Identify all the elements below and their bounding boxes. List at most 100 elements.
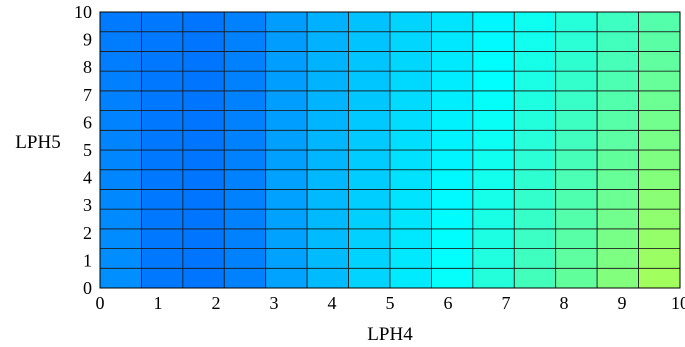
heatmap-cell: [638, 149, 681, 171]
heatmap-cell: [638, 267, 681, 289]
y-tick-label: 7: [83, 85, 92, 105]
heatmap-cell: [513, 51, 557, 72]
heatmap-cell: [431, 149, 474, 171]
heatmap-cell: [223, 70, 267, 92]
heatmap-cell: [638, 51, 681, 72]
heatmap-cell: [182, 70, 225, 92]
heatmap-cell: [596, 267, 639, 289]
heatmap-cell: [306, 208, 349, 230]
heatmap-cell: [638, 90, 681, 111]
heatmap-cell: [348, 208, 391, 230]
heatmap-cell: [596, 70, 639, 92]
x-axis-ticks: 0 1 2 3 4 5 6 7 8 9 10: [96, 293, 685, 313]
plot-frame: [99, 11, 681, 289]
heatmap-cell: [638, 169, 681, 190]
x-axis-label: LPH4: [367, 324, 413, 345]
heatmap-cell: [141, 11, 184, 33]
heatmap-cell: [513, 248, 557, 269]
heatmap-cell: [99, 31, 142, 52]
y-tick-label: 6: [83, 112, 92, 132]
heatmap-cell: [182, 90, 225, 111]
heatmap-cell: [306, 110, 349, 131]
heatmap-cell: [431, 90, 474, 111]
heatmap-cell: [555, 267, 598, 289]
heatmap-cell: [99, 90, 142, 111]
heatmap-cell: [348, 248, 391, 269]
heatmap-cell: [638, 70, 681, 92]
heatmap-cell: [265, 129, 308, 151]
heatmap-cell: [389, 11, 432, 33]
heatmap-cell: [141, 70, 184, 92]
heatmap-cell: [348, 189, 391, 210]
heatmap-cell: [472, 11, 515, 33]
heatmap-cell: [182, 189, 225, 210]
heatmap-cell: [306, 149, 349, 171]
heatmap-cell: [182, 267, 225, 289]
heatmap-cell: [141, 248, 184, 269]
heatmap-cell: [182, 51, 225, 72]
heatmap-cell: [555, 129, 598, 151]
heatmap-cell: [389, 208, 432, 230]
heatmap-cell: [596, 110, 639, 131]
heatmap-cell: [99, 169, 142, 190]
heatmap-cell: [99, 208, 142, 230]
heatmap-cell: [223, 208, 267, 230]
heatmap-cell: [141, 189, 184, 210]
heatmap-cell: [555, 31, 598, 52]
heatmap-cell: [348, 169, 391, 190]
heatmap-cell: [638, 11, 681, 33]
heatmap-cell: [223, 189, 267, 210]
heatmap-cell: [472, 228, 515, 249]
heatmap-cell: [306, 31, 349, 52]
heatmap-cell: [306, 51, 349, 72]
heatmap-cell: [555, 208, 598, 230]
heatmap-cell: [141, 31, 184, 52]
heatmap-cell: [223, 51, 267, 72]
heatmap-cell: [472, 208, 515, 230]
x-tick-label: 7: [502, 293, 511, 313]
heatmap-cell: [389, 267, 432, 289]
heatmap-cell: [638, 129, 681, 151]
heatmap-cell: [555, 189, 598, 210]
heatmap-cell: [555, 11, 598, 33]
heatmap-cell: [265, 51, 308, 72]
heatmap-cell: [389, 129, 432, 151]
heatmap-cell: [555, 110, 598, 131]
heatmap-cell: [182, 228, 225, 249]
heatmap-cell: [389, 51, 432, 72]
heatmap-cell: [638, 110, 681, 131]
heatmap-cell: [389, 110, 432, 131]
heatmap-cell: [513, 228, 557, 249]
heatmap-cell: [182, 129, 225, 151]
heatmap-cell: [431, 70, 474, 92]
heatmap-cell: [555, 70, 598, 92]
heatmap-cell: [99, 149, 142, 171]
y-tick-label: 5: [83, 140, 92, 160]
heatmap-cell: [223, 248, 267, 269]
x-tick-label: 9: [618, 293, 627, 313]
heatmap-cell: [431, 11, 474, 33]
heatmap-cell: [265, 149, 308, 171]
y-tick-label: 2: [83, 223, 92, 243]
heatmap-cell: [513, 129, 557, 151]
heatmap-cell: [223, 228, 267, 249]
heatmap-cell: [141, 169, 184, 190]
heatmap-cell: [472, 129, 515, 151]
heatmap-cell: [265, 31, 308, 52]
heatmap-cell: [472, 31, 515, 52]
heatmap-cell: [431, 129, 474, 151]
heatmap-cell: [265, 189, 308, 210]
heatmap-cell: [141, 90, 184, 111]
heatmap-cell: [141, 51, 184, 72]
heatmap-cell: [431, 267, 474, 289]
heatmap-cell: [99, 51, 142, 72]
heatmap-cell: [182, 31, 225, 52]
heatmap-cell: [99, 11, 142, 33]
x-tick-label: 4: [328, 293, 337, 313]
heatmap-cell: [182, 208, 225, 230]
heatmap-cell: [348, 31, 391, 52]
heatmap-cell: [596, 129, 639, 151]
heatmap-cell: [182, 169, 225, 190]
heatmap-cell: [223, 149, 267, 171]
x-tick-label: 8: [560, 293, 569, 313]
